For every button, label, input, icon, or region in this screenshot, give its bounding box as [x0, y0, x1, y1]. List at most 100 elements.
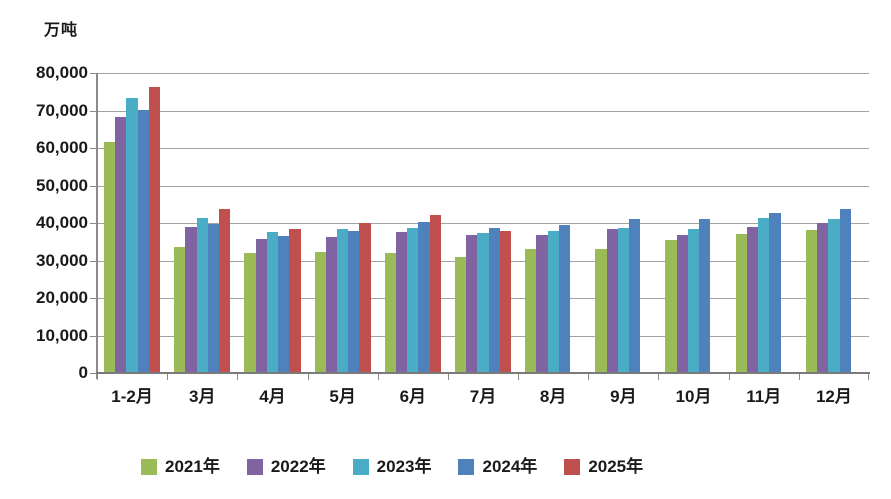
x-axis-tick-mark [307, 374, 309, 380]
bar-2025年-1-2月 [148, 86, 161, 373]
x-axis-tick-label: 9月 [610, 387, 637, 406]
y-axis-tick-label: 20,000 [36, 288, 88, 307]
bar-2022年-4月 [255, 239, 267, 373]
y-axis-tick-mark [90, 73, 96, 74]
y-axis-tick-label: 40,000 [36, 213, 88, 232]
bar-2021年-4月 [244, 253, 256, 373]
legend-item-2025年: 2025年 [564, 457, 643, 477]
bar-2022年-9月 [606, 229, 618, 373]
x-axis-tick-mark [798, 374, 800, 380]
y-axis-tick-mark [90, 185, 96, 187]
legend-label: 2025年 [588, 457, 644, 476]
bar-2022年-11月 [746, 227, 759, 373]
y-axis-tick-label: 0 [78, 363, 88, 382]
x-axis-tick-mark [237, 374, 239, 380]
gridline-80000 [97, 73, 869, 74]
bar-2023年-10月 [687, 228, 700, 373]
legend-item-2022年: 2022年 [246, 457, 326, 477]
bar-2021年-11月 [735, 233, 747, 373]
legend-swatch [352, 459, 369, 475]
bar-2022年-1-2月 [115, 116, 127, 373]
legend-label: 2023年 [376, 457, 432, 476]
bar-2023年-5月 [337, 229, 349, 373]
bar-2023年-1-2月 [126, 98, 138, 373]
y-axis-tick-label: 10,000 [36, 325, 88, 345]
y-axis-tick-label: 60,000 [36, 138, 88, 157]
x-axis-tick-label: 5月 [329, 387, 356, 406]
x-axis-tick-mark [377, 374, 379, 380]
bar-2021年-6月 [384, 252, 396, 373]
plot-area [97, 73, 869, 373]
bar-2021年-3月 [174, 247, 186, 373]
x-axis-tick-mark [97, 374, 98, 380]
bar-2025年-4月 [289, 229, 301, 373]
bar-2023年-11月 [758, 218, 770, 373]
legend-label: 2024年 [482, 457, 538, 476]
bar-2021年-8月 [525, 248, 537, 373]
y-axis-tick-label: 30,000 [36, 250, 88, 270]
x-axis-tick-label: 11月 [746, 387, 782, 406]
bar-2024年-6月 [418, 221, 430, 373]
bar-2024年-5月 [348, 230, 360, 373]
x-axis-tick-mark [167, 374, 169, 380]
y-axis-tick-mark [90, 298, 96, 299]
bar-2021年-7月 [454, 256, 467, 373]
legend-swatch [246, 459, 263, 475]
bar-2022年-12月 [817, 223, 829, 373]
bar-2022年-3月 [185, 226, 197, 373]
bar-2024年-7月 [488, 227, 500, 373]
x-axis-tick-mark [658, 374, 660, 380]
bar-2022年-5月 [325, 236, 337, 373]
gridline-40000 [97, 223, 869, 224]
bar-2022年-10月 [676, 234, 688, 373]
bar-2023年-6月 [407, 227, 419, 373]
bar-2022年-6月 [395, 231, 408, 373]
x-axis-tick-label: 10月 [675, 387, 712, 406]
bar-2023年-4月 [266, 231, 279, 373]
bar-2023年-8月 [547, 230, 559, 373]
bar-2024年-8月 [558, 224, 570, 373]
y-axis-line [96, 73, 98, 379]
bar-2023年-9月 [617, 227, 629, 373]
gridline-50000 [97, 185, 869, 187]
x-axis-tick-label: 1-2月 [111, 387, 153, 406]
legend-label: 2021年 [165, 457, 220, 476]
x-axis-tick-mark [728, 374, 730, 380]
legend-swatch [458, 459, 475, 475]
y-axis-tick-label: 70,000 [36, 100, 88, 120]
y-axis-unit-label: 万吨 [44, 22, 79, 39]
bar-2023年-7月 [477, 232, 489, 373]
bar-2024年-11月 [769, 212, 781, 373]
bar-2022年-7月 [466, 234, 478, 373]
bar-2025年-3月 [219, 209, 231, 373]
x-axis-tick-mark [447, 374, 449, 380]
x-axis-tick-mark [518, 374, 520, 380]
bar-2022年-8月 [536, 235, 548, 373]
legend-item-2021年: 2021年 [141, 457, 220, 477]
bar-2023年-3月 [196, 218, 208, 373]
bar-2025年-5月 [359, 222, 371, 373]
legend-swatch [141, 459, 157, 475]
bar-2025年-7月 [499, 231, 512, 373]
x-axis-tick-label: 3月 [189, 387, 216, 406]
bar-2021年-12月 [805, 229, 818, 373]
bar-2021年-9月 [595, 249, 607, 373]
x-axis-tick-label: 4月 [259, 387, 286, 406]
legend-item-2024年: 2024年 [458, 457, 537, 477]
bar-2024年-9月 [628, 218, 641, 373]
gridline-70000 [97, 110, 869, 112]
x-axis-tick-mark [588, 374, 590, 380]
x-axis-tick-mark [868, 374, 869, 380]
bar-2021年-5月 [314, 251, 326, 373]
bar-2024年-12月 [839, 209, 851, 373]
y-axis-tick-mark [90, 110, 96, 112]
bar-2021年-10月 [665, 239, 677, 373]
legend: 2021年 2022年 2023年 2024年 2025年 [141, 453, 643, 481]
gridline-60000 [97, 148, 869, 149]
x-axis-tick-label: 8月 [539, 387, 567, 406]
x-axis-tick-label: 12月 [815, 387, 852, 406]
x-axis-tick-label: 7月 [469, 387, 497, 406]
bar-2024年-4月 [278, 235, 290, 373]
bar-2025年-6月 [429, 215, 441, 373]
